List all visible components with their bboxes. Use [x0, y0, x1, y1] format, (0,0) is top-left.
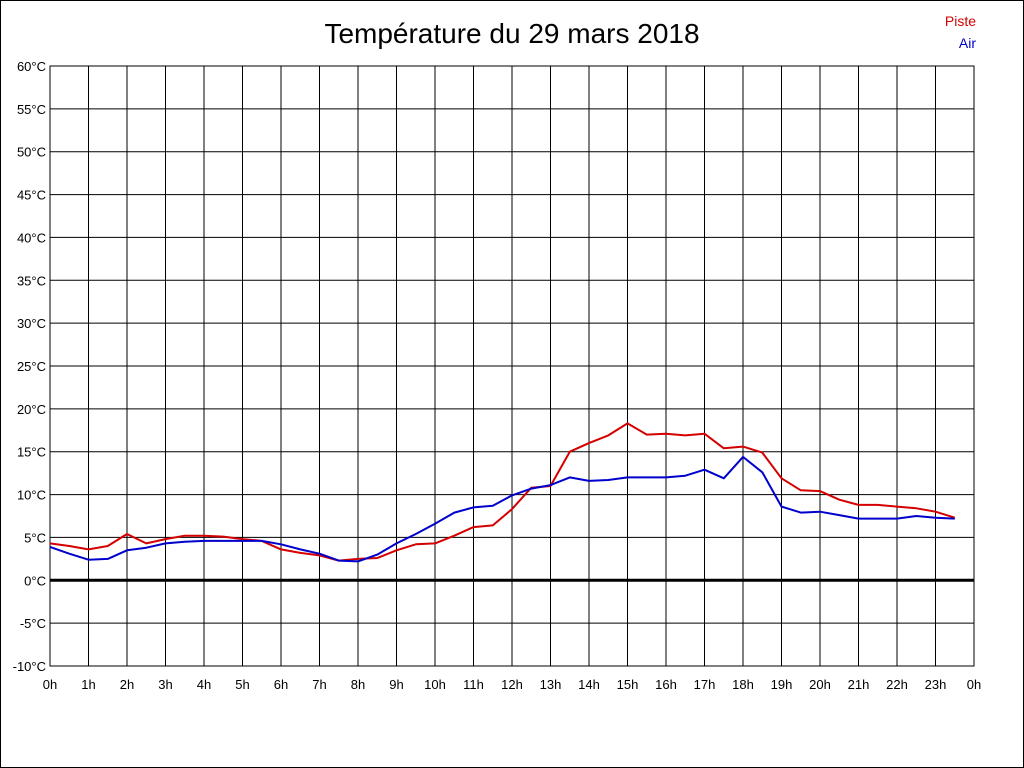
series-lines [49, 422, 956, 563]
y-tick-label: -10°C [13, 659, 46, 674]
series-line-air [49, 455, 955, 563]
x-tick-label: 14h [578, 677, 600, 692]
x-tick-label: 19h [771, 677, 793, 692]
y-tick-label: 45°C [17, 188, 46, 203]
y-tick-label: -5°C [20, 616, 46, 631]
y-tick-label: 30°C [17, 316, 46, 331]
x-tick-label: 0h [43, 677, 57, 692]
x-tick-label: 5h [235, 677, 249, 692]
legend-entry-air: Air [958, 35, 976, 51]
x-tick-label: 2h [120, 677, 134, 692]
y-tick-label: 50°C [17, 145, 46, 160]
x-tick-label: 8h [351, 677, 365, 692]
x-tick-label: 12h [501, 677, 523, 692]
x-tick-label: 11h [463, 677, 484, 692]
x-tick-label: 18h [732, 677, 754, 692]
y-tick-label: 15°C [17, 445, 46, 460]
x-tick-label: 23h [925, 677, 947, 692]
y-tick-label: 40°C [17, 230, 46, 245]
x-tick-label: 17h [694, 677, 716, 692]
x-tick-label: 7h [312, 677, 326, 692]
y-tick-label: 20°C [17, 402, 46, 417]
x-tick-label: 6h [274, 677, 288, 692]
x-tick-label: 15h [617, 677, 639, 692]
x-tick-label: 9h [389, 677, 403, 692]
x-tick-label: 20h [809, 677, 831, 692]
x-tick-label: 13h [540, 677, 562, 692]
x-tick-label: 3h [158, 677, 172, 692]
chart-title: Température du 29 mars 2018 [324, 18, 700, 49]
y-tick-label: 5°C [24, 530, 46, 545]
x-tick-label: 22h [886, 677, 908, 692]
legend-entry-piste: Piste [944, 13, 976, 29]
x-tick-label: 21h [848, 677, 870, 692]
x-tick-label: 16h [655, 677, 677, 692]
y-tick-label: 0°C [24, 573, 46, 588]
x-tick-label: 0h [967, 677, 981, 692]
y-tick-label: 10°C [17, 488, 46, 503]
y-tick-label: 55°C [17, 102, 46, 117]
x-tick-label: 10h [424, 677, 446, 692]
x-axis-ticks: 0h 1h 2h 3h 4h 5h 6h 7h 8h 9h 10h 11h 12h 13h 14h 15h 16… [43, 677, 981, 692]
x-tick-label: 1h [81, 677, 95, 692]
x-tick-label: 4h [197, 677, 211, 692]
plot-border [49, 65, 975, 667]
y-axis-ticks: -10°C -5°C 0°C 5°C 10°C 15°C 20°C 25°C 30°C 35°C 4… [13, 59, 46, 674]
series-line-piste [49, 422, 956, 562]
y-tick-label: 35°C [17, 273, 46, 288]
grid-lines [49, 65, 975, 667]
y-tick-label: 60°C [17, 59, 46, 74]
y-tick-label: 25°C [17, 359, 46, 374]
